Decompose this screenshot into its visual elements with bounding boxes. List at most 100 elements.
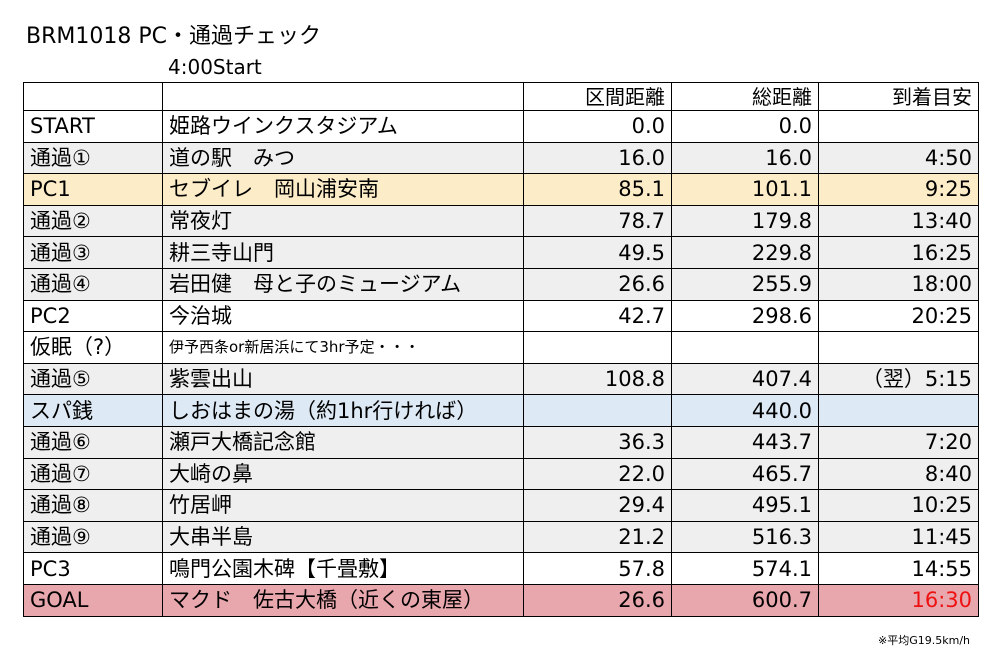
section-distance: 0.0 bbox=[523, 110, 672, 143]
eta: 8:40 bbox=[818, 457, 979, 491]
checkpoint-name: 通過⑤ bbox=[23, 362, 163, 396]
eta: 7:20 bbox=[818, 425, 979, 459]
checkpoint-place: 大串半島 bbox=[162, 520, 524, 554]
checkpoint-name: 通過⑦ bbox=[23, 457, 163, 491]
total-distance: 101.1 bbox=[671, 173, 819, 206]
goal-eta: 16:30 bbox=[818, 583, 979, 617]
table-row: START 姫路ウインクスタジアム 0.0 0.0 bbox=[23, 110, 979, 143]
table-header-row: 区間距離 総距離 到着目安 bbox=[23, 82, 979, 111]
eta: 4:50 bbox=[818, 141, 979, 175]
checkpoint-place: 岩田健 母と子のミュージアム bbox=[162, 267, 524, 301]
total-distance: 495.1 bbox=[671, 489, 819, 522]
total-distance: 465.7 bbox=[671, 457, 819, 491]
checkpoint-name: 通過⑧ bbox=[23, 489, 163, 522]
table-row: 通過⑧ 竹居岬 29.4 495.1 10:25 bbox=[23, 489, 979, 522]
section-distance: 108.8 bbox=[523, 362, 672, 396]
total-distance: 600.7 bbox=[671, 583, 819, 617]
header-cell bbox=[23, 82, 163, 111]
checkpoint-name: GOAL bbox=[23, 583, 163, 617]
checkpoint-place: 耕三寺山門 bbox=[162, 236, 524, 269]
eta: 13:40 bbox=[818, 204, 979, 238]
eta: 10:25 bbox=[818, 489, 979, 522]
table-row: PC1 セブイレ 岡山浦安南 85.1 101.1 9:25 bbox=[23, 173, 979, 206]
section-distance: 36.3 bbox=[523, 425, 672, 459]
header-total-distance: 総距離 bbox=[671, 82, 819, 111]
table-row: 通過① 道の駅 みつ 16.0 16.0 4:50 bbox=[23, 141, 979, 175]
eta: 16:25 bbox=[818, 236, 979, 269]
checkpoint-name: 通過② bbox=[23, 204, 163, 238]
checkpoint-name: 通過⑥ bbox=[23, 425, 163, 459]
total-distance: 0.0 bbox=[671, 110, 819, 143]
table-row: 通過④ 岩田健 母と子のミュージアム 26.6 255.9 18:00 bbox=[23, 267, 979, 301]
total-distance: 440.0 bbox=[671, 394, 819, 427]
table-row: 通過② 常夜灯 78.7 179.8 13:40 bbox=[23, 204, 979, 238]
checkpoint-name: 通過③ bbox=[23, 236, 163, 269]
checkpoint-place: 常夜灯 bbox=[162, 204, 524, 238]
eta: 9:25 bbox=[818, 173, 979, 206]
header-section-distance: 区間距離 bbox=[523, 82, 672, 111]
section-distance: 85.1 bbox=[523, 173, 672, 206]
table-row: PC2 今治城 42.7 298.6 20:25 bbox=[23, 299, 979, 333]
route-table: 区間距離 総距離 到着目安 START 姫路ウインクスタジアム 0.0 0.0 … bbox=[23, 82, 979, 617]
checkpoint-place: マクド 佐古大橋（近くの東屋） bbox=[162, 583, 524, 617]
total-distance: 229.8 bbox=[671, 236, 819, 269]
eta: （翌）5:15 bbox=[818, 362, 979, 396]
table-row: 仮眠（?） 伊予西条or新居浜にて3hr予定・・・ bbox=[23, 331, 979, 364]
section-distance: 29.4 bbox=[523, 489, 672, 522]
checkpoint-name: PC2 bbox=[23, 299, 163, 333]
checkpoint-place: 伊予西条or新居浜にて3hr予定・・・ bbox=[162, 331, 524, 364]
checkpoint-name: PC3 bbox=[23, 552, 163, 585]
checkpoint-name: スパ銭 bbox=[23, 394, 163, 427]
section-distance: 49.5 bbox=[523, 236, 672, 269]
eta: 14:55 bbox=[818, 552, 979, 585]
checkpoint-place: 姫路ウインクスタジアム bbox=[162, 110, 524, 143]
total-distance: 516.3 bbox=[671, 520, 819, 554]
eta bbox=[818, 394, 979, 427]
checkpoint-place: 今治城 bbox=[162, 299, 524, 333]
checkpoint-place: 鳴門公園木碑【千畳敷】 bbox=[162, 552, 524, 585]
checkpoint-name: PC1 bbox=[23, 173, 163, 206]
header-cell bbox=[162, 82, 524, 111]
table-row: 通過⑨ 大串半島 21.2 516.3 11:45 bbox=[23, 520, 979, 554]
checkpoint-place: しおはまの湯（約1hr行ければ） bbox=[162, 394, 524, 427]
header-eta: 到着目安 bbox=[818, 82, 979, 111]
checkpoint-name: START bbox=[23, 110, 163, 143]
sheet-title: BRM1018 PC・通過チェック bbox=[26, 24, 321, 49]
start-time-label: 4:00Start bbox=[168, 55, 262, 79]
checkpoint-name: 仮眠（?） bbox=[23, 331, 163, 364]
checkpoint-name: 通過① bbox=[23, 141, 163, 175]
eta bbox=[818, 110, 979, 143]
section-distance: 16.0 bbox=[523, 141, 672, 175]
section-distance: 78.7 bbox=[523, 204, 672, 238]
section-distance: 57.8 bbox=[523, 552, 672, 585]
table-row: スパ銭 しおはまの湯（約1hr行ければ） 440.0 bbox=[23, 394, 979, 427]
section-distance: 26.6 bbox=[523, 267, 672, 301]
total-distance: 574.1 bbox=[671, 552, 819, 585]
table-row: 通過⑥ 瀬戸大橋記念館 36.3 443.7 7:20 bbox=[23, 425, 979, 459]
table-row: GOAL マクド 佐古大橋（近くの東屋） 26.6 600.7 16:30 bbox=[23, 583, 979, 617]
eta: 11:45 bbox=[818, 520, 979, 554]
section-distance bbox=[523, 394, 672, 427]
checkpoint-place: 瀬戸大橋記念館 bbox=[162, 425, 524, 459]
total-distance: 255.9 bbox=[671, 267, 819, 301]
eta bbox=[818, 331, 979, 364]
section-distance: 42.7 bbox=[523, 299, 672, 333]
total-distance: 407.4 bbox=[671, 362, 819, 396]
checkpoint-place: 紫雲出山 bbox=[162, 362, 524, 396]
table-row: PC3 鳴門公園木碑【千畳敷】 57.8 574.1 14:55 bbox=[23, 552, 979, 585]
total-distance: 16.0 bbox=[671, 141, 819, 175]
checkpoint-name: 通過⑨ bbox=[23, 520, 163, 554]
table-row: 通過⑦ 大崎の鼻 22.0 465.7 8:40 bbox=[23, 457, 979, 491]
checkpoint-place: セブイレ 岡山浦安南 bbox=[162, 173, 524, 206]
total-distance: 179.8 bbox=[671, 204, 819, 238]
table-row: 通過⑤ 紫雲出山 108.8 407.4 （翌）5:15 bbox=[23, 362, 979, 396]
checkpoint-name: 通過④ bbox=[23, 267, 163, 301]
total-distance: 443.7 bbox=[671, 425, 819, 459]
section-distance: 21.2 bbox=[523, 520, 672, 554]
table-row: 通過③ 耕三寺山門 49.5 229.8 16:25 bbox=[23, 236, 979, 269]
section-distance: 22.0 bbox=[523, 457, 672, 491]
section-distance bbox=[523, 331, 672, 364]
eta: 18:00 bbox=[818, 267, 979, 301]
section-distance: 26.6 bbox=[523, 583, 672, 617]
eta: 20:25 bbox=[818, 299, 979, 333]
